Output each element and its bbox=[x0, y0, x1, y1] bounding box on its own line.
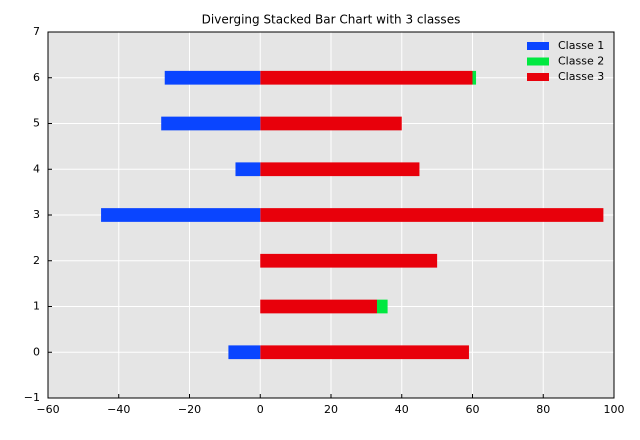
bar bbox=[260, 345, 469, 360]
legend-label: Classe 3 bbox=[558, 70, 604, 83]
x-tick-label: 60 bbox=[466, 403, 480, 416]
bar bbox=[260, 208, 604, 222]
bar bbox=[235, 162, 261, 177]
y-tick-label: 5 bbox=[33, 117, 40, 130]
y-tick-label: −1 bbox=[24, 391, 40, 404]
y-tick-label: 7 bbox=[33, 25, 40, 38]
bar bbox=[164, 70, 261, 85]
bar bbox=[260, 70, 473, 85]
bar bbox=[228, 345, 261, 360]
y-tick-label: 3 bbox=[33, 208, 40, 221]
x-tick-label: 40 bbox=[395, 403, 409, 416]
y-tick-label: 6 bbox=[33, 71, 40, 84]
bar bbox=[101, 208, 261, 222]
plot-frame bbox=[47, 31, 615, 399]
chart-title: Diverging Stacked Bar Chart with 3 class… bbox=[202, 13, 461, 27]
legend-swatch bbox=[527, 42, 549, 50]
legend-label: Classe 1 bbox=[558, 39, 604, 52]
x-tick-label: 0 bbox=[257, 403, 264, 416]
x-tick-label: 100 bbox=[604, 403, 625, 416]
bar bbox=[376, 299, 388, 314]
x-tick-label: −40 bbox=[107, 403, 130, 416]
x-tick-label: 20 bbox=[324, 403, 338, 416]
bar bbox=[472, 70, 477, 85]
y-tick-label: 4 bbox=[33, 162, 40, 175]
bar bbox=[260, 299, 377, 314]
y-tick-label: 2 bbox=[33, 254, 40, 267]
y-tick-label: 0 bbox=[33, 345, 40, 358]
legend-label: Classe 2 bbox=[558, 55, 604, 68]
legend-swatch bbox=[527, 73, 549, 81]
y-tick-label: 1 bbox=[33, 300, 40, 313]
x-tick-label: −60 bbox=[36, 403, 59, 416]
bar bbox=[260, 116, 402, 131]
bar bbox=[260, 253, 438, 268]
bar bbox=[260, 162, 420, 177]
legend-swatch bbox=[527, 57, 549, 66]
bar bbox=[161, 116, 261, 131]
x-tick-label: −20 bbox=[178, 403, 201, 416]
x-tick-label: 80 bbox=[536, 403, 550, 416]
